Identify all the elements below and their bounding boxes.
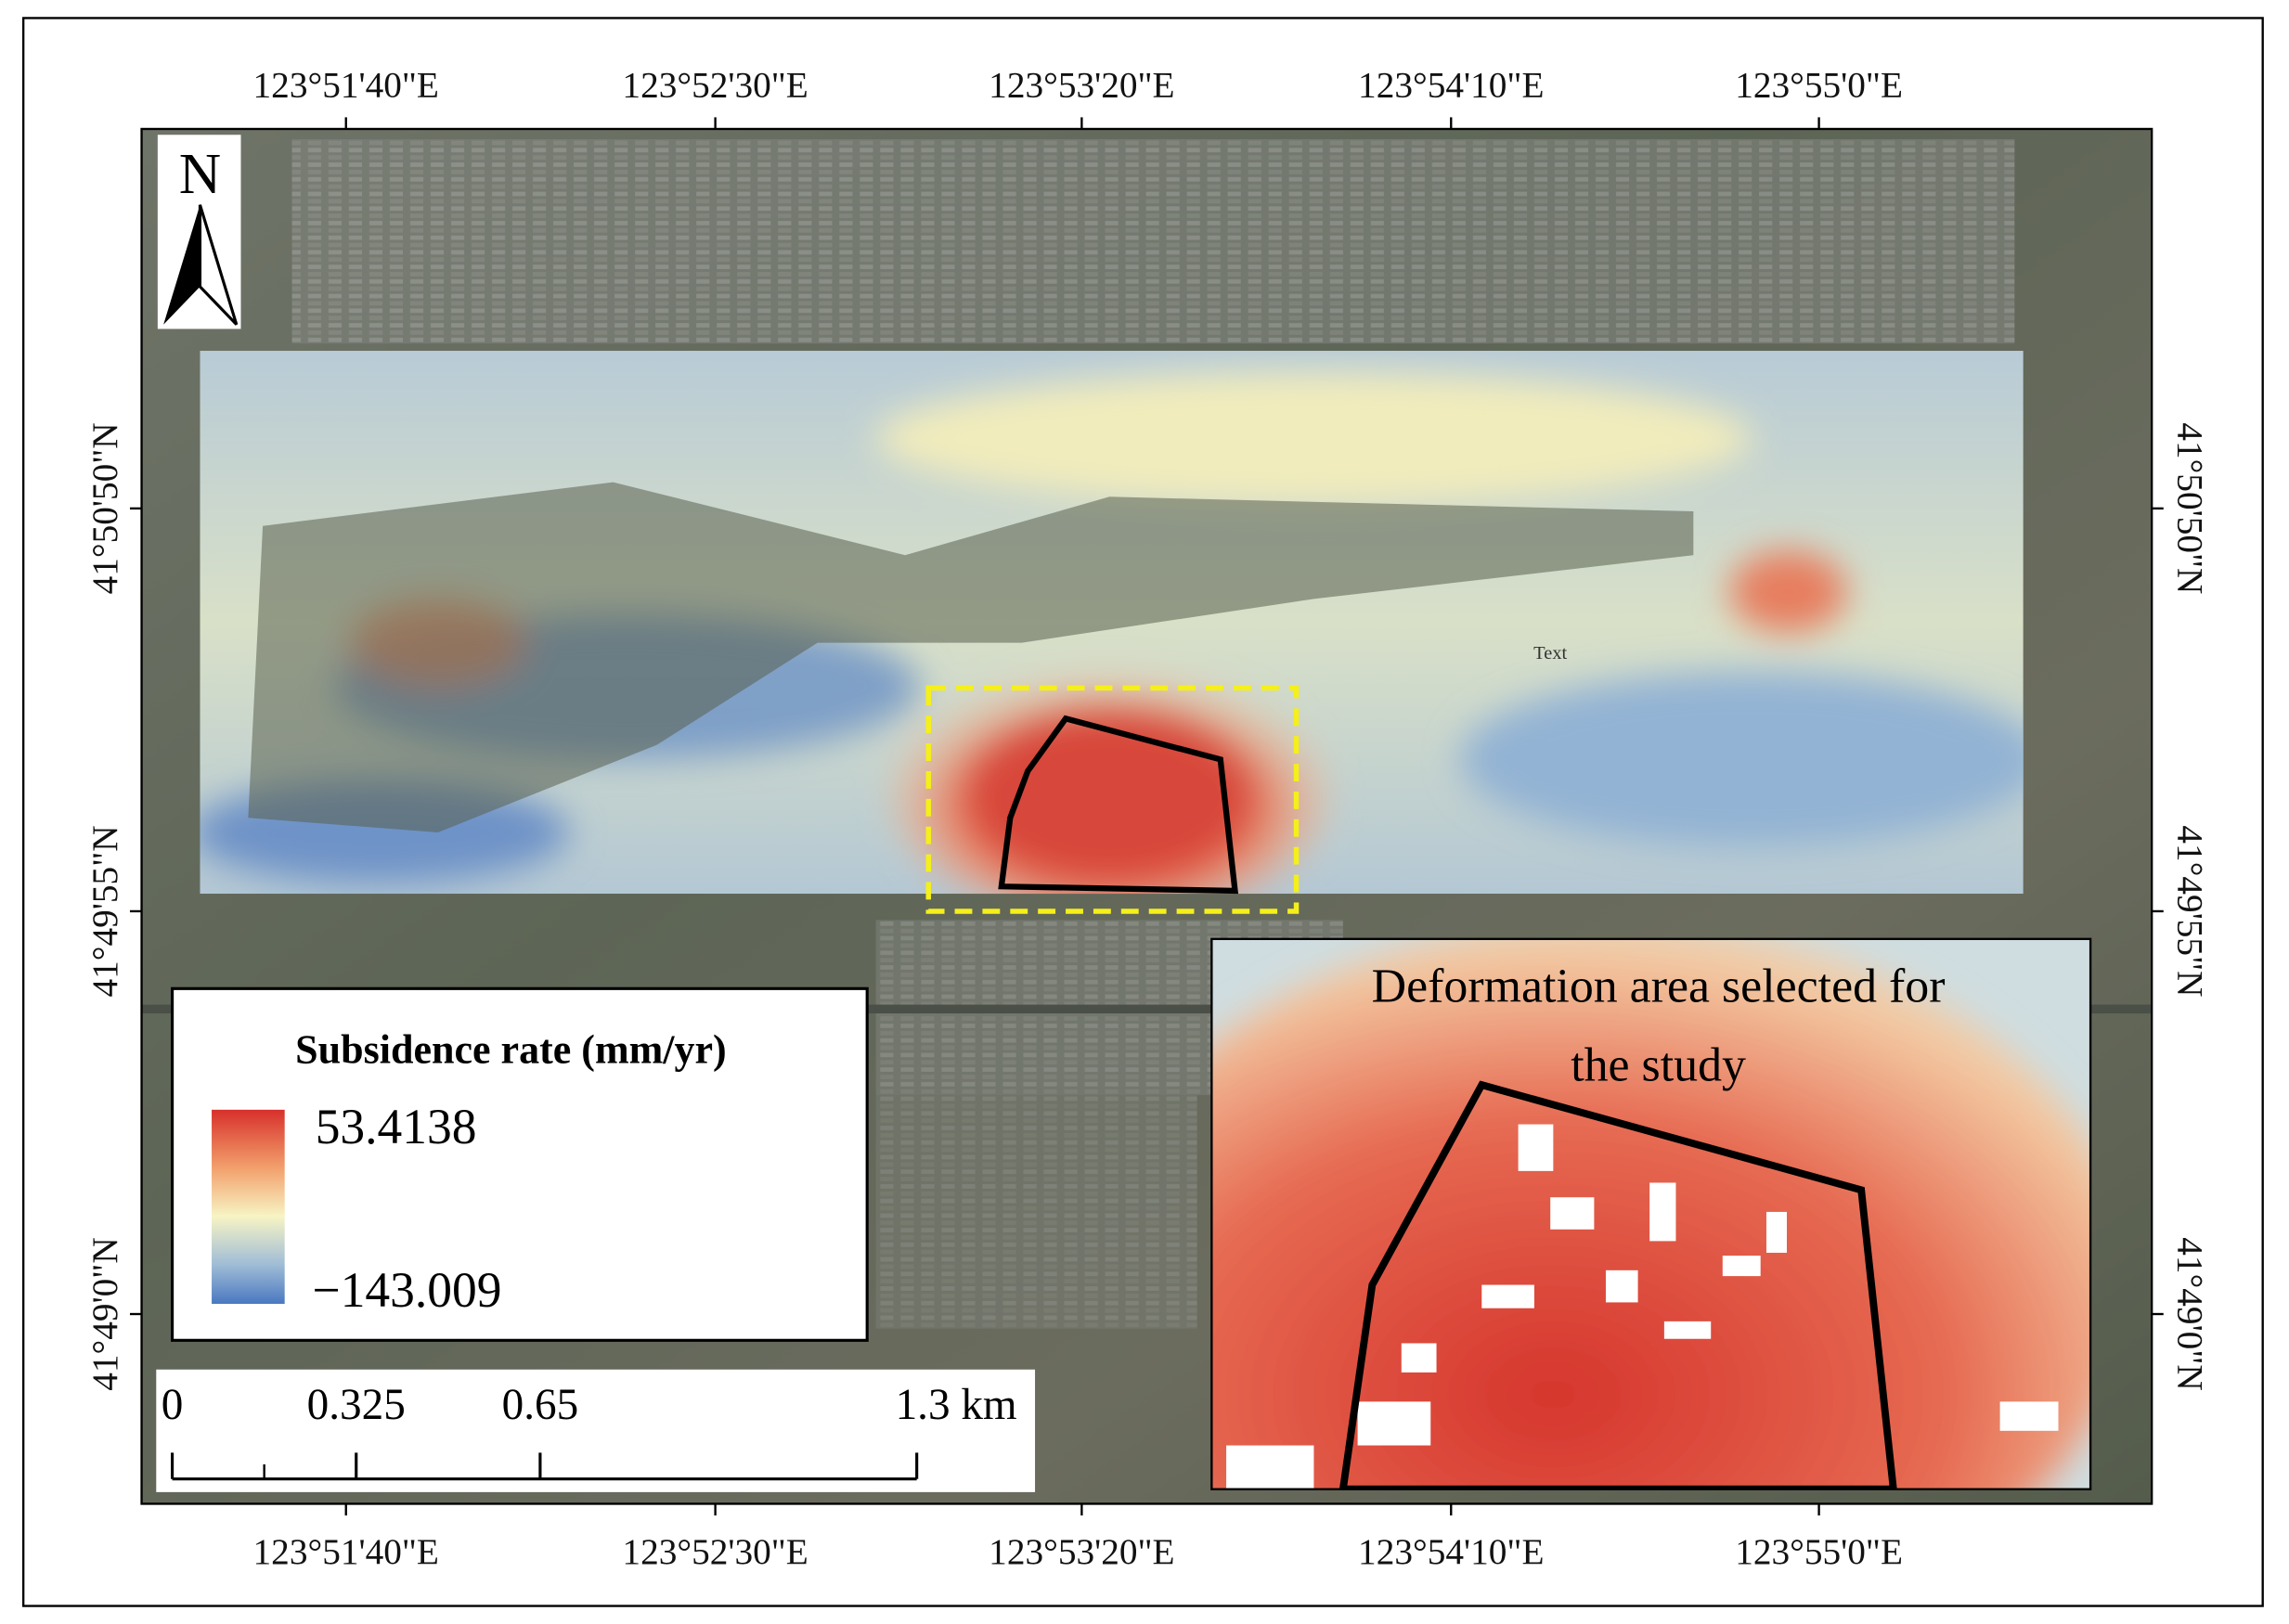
legend-colorbar [212,1109,285,1305]
y-label-left: 41°49'55"N [84,825,125,997]
scale-label: 0 [162,1381,184,1429]
study-area-outline [998,715,1239,895]
gap [1663,1321,1712,1339]
inset-title: the study [1571,1038,1746,1091]
urban-area [291,138,2015,344]
y-label-right: 41°49'55"N [2169,825,2210,997]
gap [1550,1197,1595,1230]
x-label-bottom: 123°52'30"E [622,1531,808,1572]
scale-label: 0.65 [502,1381,579,1429]
x-label-top: 123°54'10"E [1358,64,1544,105]
y-label-left: 41°49'0"N [84,1237,125,1390]
legend-min: −143.009 [313,1262,502,1318]
inset-frame [1210,937,2092,1490]
graticule-ticks [129,117,2164,1516]
gap [1999,1401,2059,1431]
gap [1226,1445,1314,1489]
scale-bar: 0 0.325 0.65 1.3 km [156,1369,1036,1492]
legend-title: Subsidence rate (mm/yr) [295,1027,727,1073]
x-label-top: 123°55'0"E [1735,64,1903,105]
map-frame [140,127,2153,1505]
arrow-half [198,204,239,326]
legend-box [171,986,869,1342]
x-label-bottom: 123°55'0"E [1735,1531,1903,1572]
legend-max: 53.4138 [316,1099,477,1154]
scale-label: 0.325 [307,1381,406,1429]
gap [1605,1270,1638,1303]
legend: Subsidence rate (mm/yr) 53.4138 −143.009 [171,986,869,1342]
gap [1481,1284,1534,1308]
y-label-right: 41°50'50"N [2169,422,2210,594]
gap [1722,1256,1761,1277]
inset-study-outline [1338,1080,1897,1489]
x-label-top: 123°51'40"E [253,64,439,105]
x-label-bottom: 123°51'40"E [253,1531,439,1572]
inset-map [1211,938,2091,1489]
x-label-top: 123°53'20"E [989,64,1174,105]
x-label-bottom: 123°53'20"E [989,1531,1174,1572]
inset-title: Deformation area selected for [1372,960,1946,1012]
x-label-bottom: 123°54'10"E [1358,1531,1544,1572]
scale-bar-box [156,1369,1036,1492]
mid-zone [875,372,1752,505]
deformation-raster [200,351,2024,895]
y-label-right: 41°49'0"N [2169,1237,2210,1390]
annotation: Text [1533,643,1567,664]
gap [1401,1343,1437,1373]
gap [1357,1401,1431,1446]
low-zone [1459,672,2024,847]
gap [1765,1211,1787,1253]
north-arrow: N [157,135,241,329]
scale-label: 1.3 km [896,1381,1017,1429]
decorrelated-area [248,482,1694,833]
x-label-top: 123°52'30"E [622,64,808,105]
gap [1518,1124,1554,1171]
high-zone [1729,550,1847,633]
urban-area [875,1095,1197,1329]
inset-gaps [1226,1124,2059,1489]
north-label: N [179,141,221,206]
coordinate-labels: 123°51'40"E 123°52'30"E 123°53'20"E 123°… [84,64,2211,1572]
inset: Deformation area selected for the study [1210,937,2092,1490]
y-label-left: 41°50'50"N [84,422,125,594]
selection-box [925,685,1300,914]
road [141,1004,2153,1014]
gap [1649,1182,1676,1242]
